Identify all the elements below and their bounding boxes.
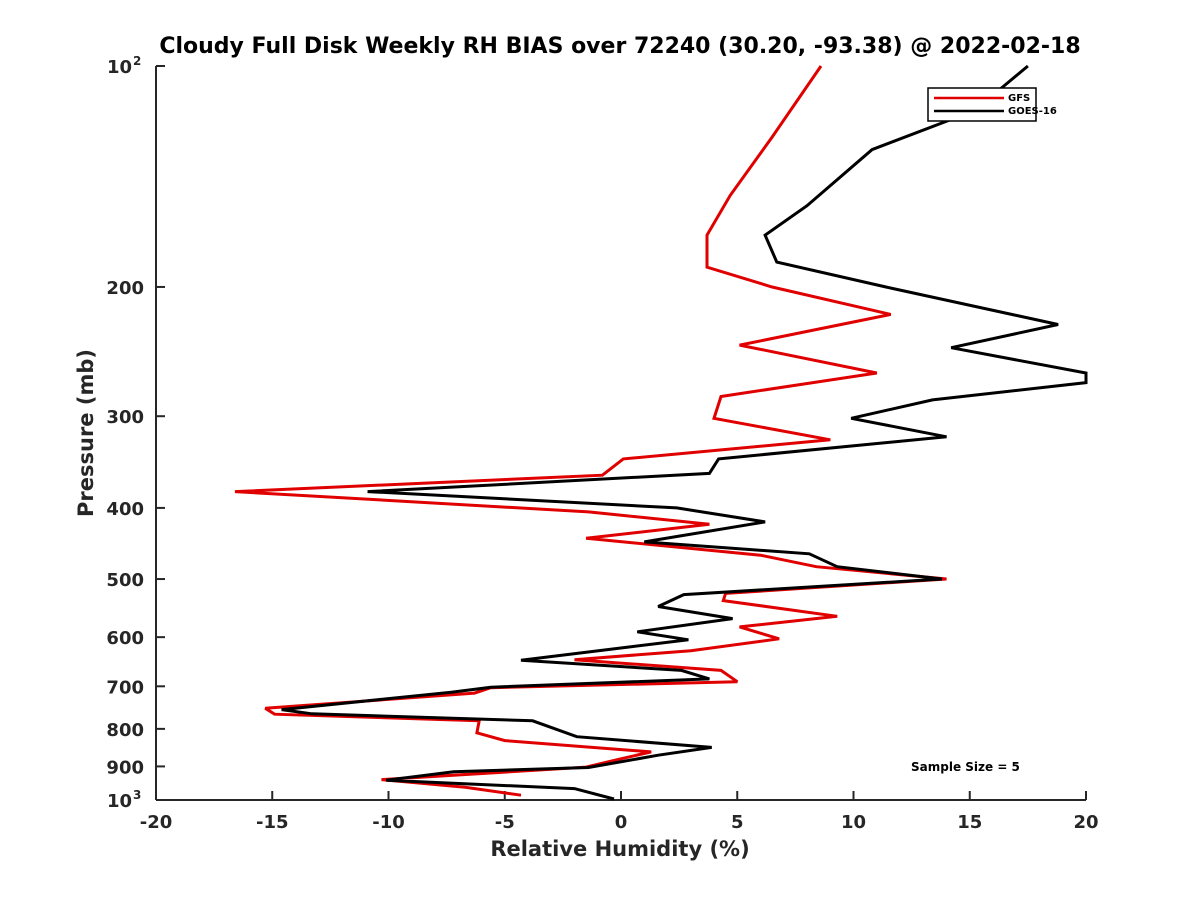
series-line-goes16 [281, 64, 1088, 801]
y-tick-label: 800 [106, 720, 144, 741]
y-tick-label: 600 [106, 628, 144, 649]
y-tick-label: 300 [106, 407, 144, 428]
x-tick-label: 15 [957, 812, 982, 833]
x-tick-label: 10 [841, 812, 866, 833]
sample-size-annotation: Sample Size = 5 [911, 760, 1020, 774]
legend-label-gfs: GFS [1008, 93, 1030, 104]
y-tick-label: 700 [106, 677, 144, 698]
y-tick-label: 500 [106, 570, 144, 591]
x-tick-label: 20 [1073, 812, 1098, 833]
legend-box [927, 87, 1037, 122]
chart-title: Cloudy Full Disk Weekly RH BIAS over 722… [159, 34, 1080, 59]
y-tick-label: 200 [106, 278, 144, 299]
x-ticks: -20 -15 -10 -5 0 5 10 15 20 [140, 791, 1099, 833]
legend[interactable]: GFS GOES-16 [927, 87, 1057, 122]
y-tick-label: 10 [107, 57, 132, 78]
plot-area: -20 -15 -10 -5 0 5 10 15 20 10 220030040050060070… [106, 54, 1098, 833]
y-axis-label: Pressure (mb) [74, 349, 98, 517]
x-tick-label: 0 [615, 812, 628, 833]
x-tick-label: -5 [495, 812, 515, 833]
x-tick-label: -10 [372, 812, 405, 833]
y-tick-exponent: 3 [133, 788, 141, 802]
x-tick-label: -15 [256, 812, 289, 833]
y-tick-label: 10 [107, 791, 132, 812]
x-axis-label: Relative Humidity (%) [490, 837, 749, 861]
y-tick-label: 400 [106, 499, 144, 520]
x-tick-label: -20 [140, 812, 173, 833]
y-tick-exponent: 2 [133, 54, 141, 68]
x-tick-label: 5 [731, 812, 744, 833]
series-lines [234, 64, 1088, 801]
legend-label-goes16: GOES-16 [1008, 106, 1057, 117]
y-tick-label: 900 [106, 757, 144, 778]
